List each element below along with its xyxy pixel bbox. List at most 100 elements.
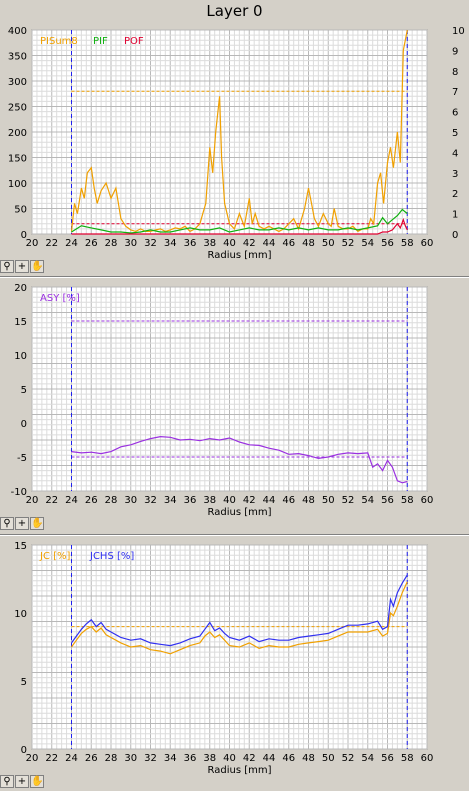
legend-entry: PISum8: [40, 36, 78, 47]
x-tick-label: 42: [243, 753, 256, 764]
x-tick-label: 60: [421, 753, 434, 764]
hand-icon[interactable]: ✋: [30, 517, 44, 530]
x-tick-label: 42: [243, 495, 256, 506]
y2-tick-label: 4: [452, 148, 458, 159]
x-tick-label: 46: [282, 495, 295, 506]
x-tick-label: 22: [45, 495, 58, 506]
y2-tick-label: 2: [452, 189, 458, 200]
panel-divider[interactable]: [0, 276, 469, 278]
x-tick-label: 52: [342, 753, 355, 764]
x-tick-label: 26: [85, 753, 98, 764]
legend-entry: PIF: [93, 36, 108, 47]
x-tick-label: 58: [401, 238, 414, 249]
y2-tick-label: 1: [452, 210, 458, 221]
x-tick-label: 60: [421, 238, 434, 249]
x-tick-label: 38: [203, 495, 216, 506]
x-tick-label: 56: [381, 238, 394, 249]
x-axis-label: Radius [mm]: [208, 765, 272, 775]
y-tick-label: 5: [21, 385, 27, 396]
x-tick-label: 50: [322, 495, 335, 506]
series-line-jchs-: [71, 574, 408, 647]
x-tick-label: 26: [85, 495, 98, 506]
x-tick-label: 36: [184, 753, 197, 764]
y-tick-label: 0: [21, 745, 27, 756]
y-tick-label: 300: [8, 77, 27, 88]
x-tick-label: 22: [45, 238, 58, 249]
x-tick-label: 58: [401, 495, 414, 506]
x-tick-label: 30: [124, 495, 137, 506]
x-tick-label: 48: [302, 495, 315, 506]
y-tick-label: 50: [14, 205, 27, 216]
y2-tick-label: 9: [452, 46, 458, 57]
y-tick-label: 0: [21, 419, 27, 430]
x-tick-label: 24: [65, 753, 78, 764]
y2-tick-label: 8: [452, 67, 458, 78]
legend-entry: JCHS [%]: [89, 551, 134, 562]
x-tick-label: 54: [361, 238, 374, 249]
x-tick-label: 50: [322, 753, 335, 764]
y2-tick-label: 5: [452, 128, 458, 139]
x-tick-label: 38: [203, 238, 216, 249]
x-tick-label: 48: [302, 238, 315, 249]
x-tick-label: 34: [164, 753, 177, 764]
window-title: Layer 0: [206, 2, 263, 20]
x-tick-label: 40: [223, 753, 236, 764]
plus-icon[interactable]: +: [15, 517, 29, 530]
x-tick-label: 24: [65, 495, 78, 506]
series-line-pof: [71, 217, 408, 235]
y2-tick-label: 0: [452, 230, 458, 241]
x-tick-label: 20: [26, 495, 39, 506]
y-tick-label: 10: [14, 609, 27, 620]
x-tick-label: 46: [282, 753, 295, 764]
toolbar-asy: ⚲ + ✋: [0, 517, 44, 531]
zoom-icon[interactable]: ⚲: [0, 260, 14, 273]
x-tick-label: 40: [223, 238, 236, 249]
y-tick-label: 10: [14, 351, 27, 362]
zoom-icon[interactable]: ⚲: [0, 517, 14, 530]
y-tick-label: 15: [14, 317, 27, 328]
y2-tick-label: 6: [452, 108, 458, 119]
x-tick-label: 30: [124, 238, 137, 249]
x-tick-label: 52: [342, 238, 355, 249]
plus-icon[interactable]: +: [15, 260, 29, 273]
x-tick-label: 36: [184, 495, 197, 506]
zoom-icon[interactable]: ⚲: [0, 775, 14, 788]
series-line-pif: [71, 208, 408, 234]
x-axis-label: Radius [mm]: [208, 507, 272, 517]
hand-icon[interactable]: ✋: [30, 775, 44, 788]
x-tick-label: 36: [184, 238, 197, 249]
hand-icon[interactable]: ✋: [30, 260, 44, 273]
x-tick-label: 24: [65, 238, 78, 249]
x-tick-label: 28: [105, 238, 118, 249]
x-tick-label: 52: [342, 495, 355, 506]
x-tick-label: 32: [144, 495, 157, 506]
x-tick-label: 20: [26, 753, 39, 764]
asy-chart: ASY [%] -10 -5 0 5 10 15 20 20 22 24 26 28 30 32 34 36 38…: [0, 279, 469, 517]
series-line-asy-: [71, 435, 408, 484]
plus-icon[interactable]: +: [15, 775, 29, 788]
x-tick-label: 42: [243, 238, 256, 249]
y2-tick-label: 10: [452, 26, 465, 37]
x-tick-label: 58: [401, 753, 414, 764]
series-line-jc-: [71, 581, 408, 655]
y-tick-label: 15: [14, 541, 27, 552]
y2-tick-label: 7: [452, 87, 458, 98]
x-tick-label: 60: [421, 495, 434, 506]
pi-chart: PISum8 PIF POF0501001502002503003504000123…: [0, 22, 469, 260]
series-line-pisum8: [70, 29, 408, 233]
x-tick-label: 44: [263, 495, 276, 506]
x-tick-label: 50: [322, 238, 335, 249]
x-tick-label: 56: [381, 753, 394, 764]
legend-entry: POF: [124, 36, 144, 47]
y-tick-label: -10: [11, 487, 27, 498]
x-tick-label: 32: [144, 238, 157, 249]
x-tick-label: 30: [124, 753, 137, 764]
x-tick-label: 44: [263, 753, 276, 764]
y-tick-label: 20: [14, 283, 27, 294]
panel-divider[interactable]: [0, 534, 469, 536]
x-tick-label: 20: [26, 238, 39, 249]
y-tick-label: 250: [8, 103, 27, 114]
legend-entry: JC [%]: [39, 551, 71, 562]
x-tick-label: 26: [85, 238, 98, 249]
toolbar-jitter: ⚲ + ✋: [0, 775, 44, 789]
